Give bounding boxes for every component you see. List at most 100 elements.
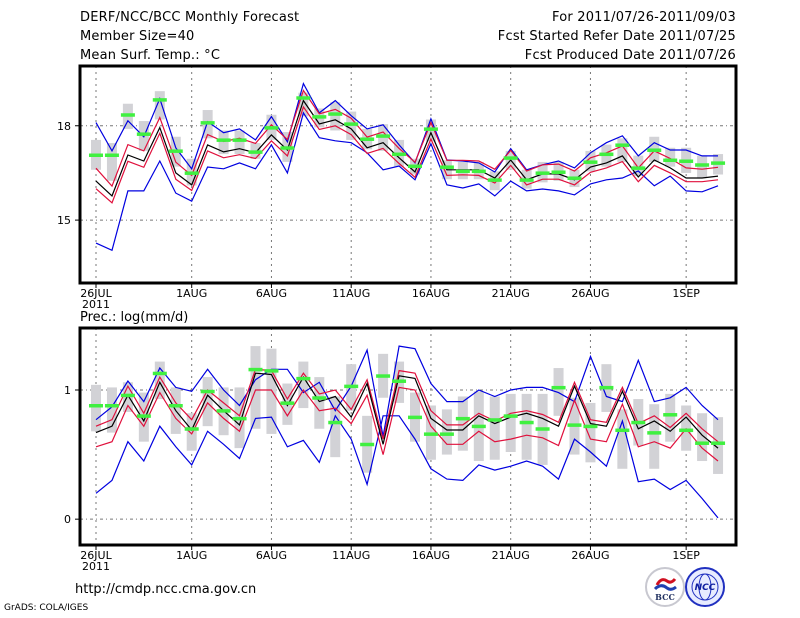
x-tick-label: 16AUG xyxy=(412,549,450,562)
climate-range-bar xyxy=(505,393,516,452)
header-left: DERF/NCC/BCC Monthly Forecast Member Siz… xyxy=(80,8,299,65)
observed-marker xyxy=(248,367,263,372)
y-tick-label: 1 xyxy=(64,384,71,397)
observed-marker xyxy=(232,138,247,142)
climate-range-bar xyxy=(218,130,229,155)
climate-range-bar xyxy=(665,393,676,442)
observed-marker xyxy=(535,427,550,431)
observed-marker xyxy=(344,384,359,389)
observed-marker xyxy=(631,166,646,170)
observed-marker xyxy=(376,134,391,138)
climate-range-bar xyxy=(441,409,452,455)
x-tick-label: 26AUG xyxy=(571,549,609,562)
forecast-start-date: Fcst Started Refer Date 2011/07/25 xyxy=(497,29,736,44)
observed-marker xyxy=(344,122,359,126)
x-tick-label: 6AUG xyxy=(256,549,287,562)
x-tick-label: 21AUG xyxy=(492,549,530,562)
climate-range-bar xyxy=(585,402,596,463)
observed-marker xyxy=(264,126,279,130)
observed-marker xyxy=(408,415,422,420)
observed-marker xyxy=(663,413,678,417)
observed-marker xyxy=(376,374,391,378)
observed-marker xyxy=(280,401,295,405)
observed-marker xyxy=(264,369,279,373)
ensemble-mean-line xyxy=(95,372,719,449)
observed-marker xyxy=(392,379,407,383)
ensemble-mean-line xyxy=(95,99,719,197)
observed-marker xyxy=(711,161,726,165)
observed-marker xyxy=(503,156,518,160)
climate-range-bar xyxy=(314,377,325,429)
lower-line xyxy=(95,414,719,519)
observed-marker xyxy=(312,396,327,400)
climate-range-bar xyxy=(106,387,117,433)
bcc-swirl-icon: BCC xyxy=(653,578,677,602)
upper-line xyxy=(95,345,719,437)
climate-range-bar xyxy=(697,413,708,462)
observed-marker xyxy=(519,178,534,182)
observed-marker xyxy=(184,171,199,175)
observed-marker xyxy=(168,149,183,153)
observed-marker xyxy=(104,153,119,158)
observed-marker xyxy=(200,121,215,125)
forecast-period: For 2011/07/26-2011/09/03 xyxy=(552,10,736,25)
x-tick-label: 26JUL xyxy=(80,549,112,562)
observed-marker xyxy=(439,165,454,169)
observed-marker xyxy=(360,442,375,447)
header-right: For 2011/07/26-2011/09/03 Fcst Started R… xyxy=(498,8,736,65)
observed-marker xyxy=(647,148,662,152)
observed-marker xyxy=(312,115,327,119)
x-tick-label: 11AUG xyxy=(332,549,370,562)
observed-marker xyxy=(679,159,694,163)
observed-marker xyxy=(216,138,231,142)
observed-marker xyxy=(679,428,694,433)
bcc-logo: BCC xyxy=(645,567,685,607)
source-url[interactable]: http://cmdp.ncc.cma.gov.cn xyxy=(75,582,257,597)
observed-marker xyxy=(439,432,454,436)
observed-marker xyxy=(663,158,678,163)
climate-range-bar xyxy=(298,361,309,409)
observed-marker xyxy=(120,113,135,117)
x-tick-label: 1AUG xyxy=(176,549,207,562)
observed-marker xyxy=(248,150,263,154)
observed-marker xyxy=(408,164,422,169)
observed-marker xyxy=(631,420,646,425)
climate-range-bar xyxy=(330,102,341,131)
lower-quartile-line xyxy=(95,386,719,462)
observed-marker xyxy=(615,428,630,433)
climate-range-bar xyxy=(617,409,628,469)
x-tick-label: 1AUG xyxy=(176,287,207,300)
climate-range-bar xyxy=(330,396,341,458)
x-tick-label: 1SEP xyxy=(672,549,700,562)
observed-marker xyxy=(695,163,710,167)
observed-marker xyxy=(455,169,470,174)
x-tick-label: 11AUG xyxy=(332,287,370,300)
climate-range-bar xyxy=(649,404,660,469)
climate-range-bar xyxy=(665,147,676,167)
observed-marker xyxy=(487,418,502,422)
observed-marker xyxy=(184,427,199,431)
temperature-panel-title: Mean Surf. Temp.: °C xyxy=(80,48,221,63)
climate-range-bar xyxy=(713,417,724,474)
observed-marker xyxy=(471,424,486,429)
observed-marker xyxy=(583,424,598,429)
observed-marker xyxy=(535,171,550,175)
y-tick-label: 0 xyxy=(64,513,71,526)
grads-credit: GrADS: COLA/IGES xyxy=(4,603,89,613)
plot-frame xyxy=(78,64,738,285)
observed-marker xyxy=(567,423,582,427)
observed-marker xyxy=(615,143,630,147)
observed-marker xyxy=(551,385,566,390)
observed-marker xyxy=(695,441,710,445)
observed-marker xyxy=(519,420,534,425)
y-tick-label: 15 xyxy=(57,214,71,227)
climate-range-bar xyxy=(457,396,468,451)
climate-range-bar xyxy=(234,130,245,155)
observed-marker xyxy=(232,416,247,421)
observed-marker xyxy=(599,385,614,390)
x-tick-label: 26JUL xyxy=(80,287,112,300)
member-size: Member Size=40 xyxy=(80,29,195,44)
observed-marker xyxy=(89,404,103,408)
x-tick-label: 6AUG xyxy=(256,287,287,300)
